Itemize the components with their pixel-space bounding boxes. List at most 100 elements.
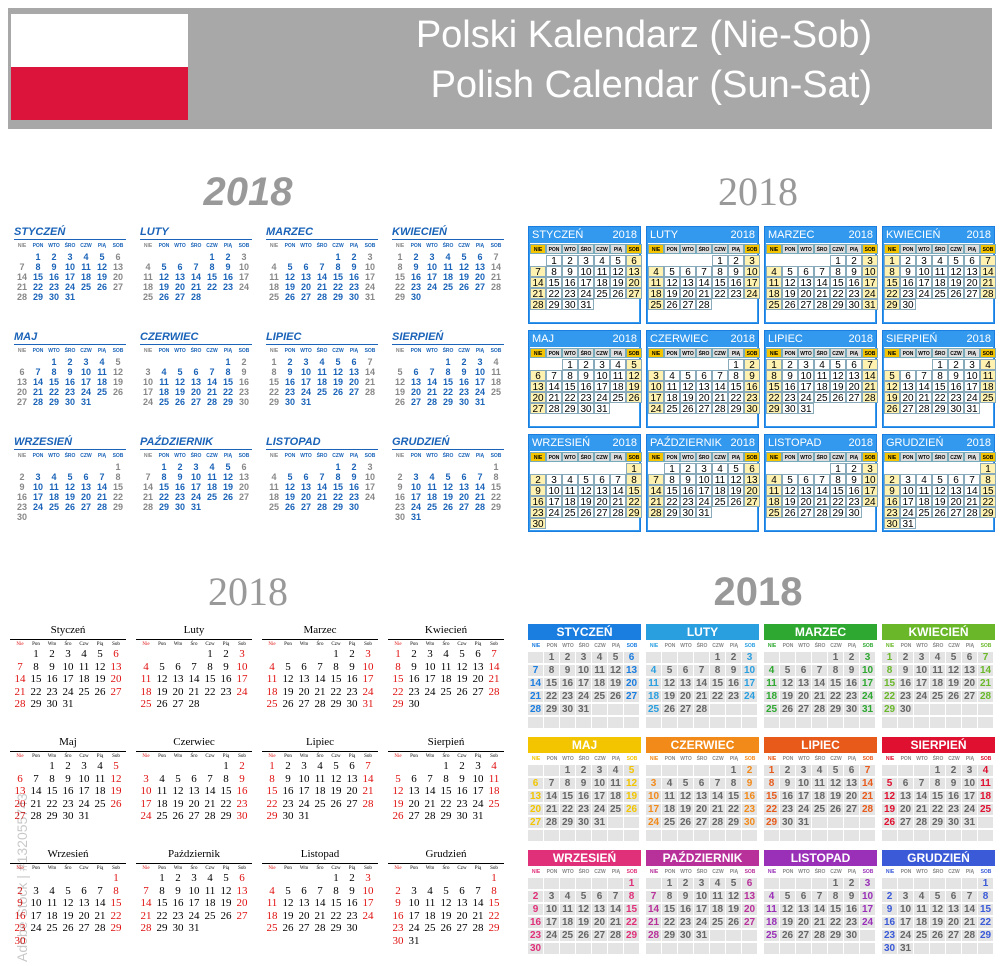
day-cell: 13 xyxy=(172,673,184,685)
day-cell: 12 xyxy=(728,474,744,486)
weekday-label: Nie xyxy=(394,866,402,871)
month-6: CZERWIEC NIE PON WTO ŚRO CZW PIĄ SOB 1 2 3 4 5 6 7 8 9 10… xyxy=(136,327,256,427)
day-cell: 10 xyxy=(648,381,664,393)
grid-cell xyxy=(946,717,961,728)
weekday-label: CZW xyxy=(712,452,728,462)
day-cell: 21 xyxy=(979,678,992,689)
day-cell: 28 xyxy=(813,704,826,715)
day-cell: 30 xyxy=(846,507,862,519)
grid-cell xyxy=(560,665,575,676)
day-cell: 14 xyxy=(609,904,622,915)
divider xyxy=(388,863,504,864)
grid-cell xyxy=(544,943,559,954)
grid-cell xyxy=(662,652,677,663)
day-cell: 1 xyxy=(766,359,782,371)
weekday-label: PON xyxy=(782,869,794,875)
day-cell: 26 xyxy=(94,685,106,698)
month-name: LISTOPAD xyxy=(768,437,822,449)
day-cell: 6 xyxy=(698,778,705,789)
day-cell: 23 xyxy=(348,492,359,502)
day-cell: 22 xyxy=(488,909,500,922)
day-cell: 15 xyxy=(112,482,123,492)
day-cell: 23 xyxy=(64,387,75,397)
divider xyxy=(140,239,252,240)
weekday-label: PIĄ xyxy=(728,452,744,462)
grid-cell xyxy=(962,717,977,728)
grid-cell xyxy=(678,791,693,802)
day-cell: 5 xyxy=(680,370,696,382)
grid-cell xyxy=(930,704,945,715)
grid-cell xyxy=(742,791,757,802)
month-8: SIERPIEŃ NIE PON WTO ŚRO CZW PIĄ SOB 1 2 3 4 5 6 7 8 9 10… xyxy=(882,737,995,845)
day-cell: 22 xyxy=(727,804,740,815)
weekday-label: SOB xyxy=(862,869,874,875)
day-cell: 11 xyxy=(610,370,626,382)
day-cell: 22 xyxy=(48,387,59,397)
weekday-label: WTO xyxy=(916,452,932,462)
day-cell: 21 xyxy=(711,804,724,815)
weekday-label: PON xyxy=(546,452,562,462)
divider xyxy=(266,449,378,450)
month-name: LIPIEC xyxy=(768,333,803,345)
day-cell: 20 xyxy=(798,496,814,508)
weekday-label: SOB xyxy=(744,348,760,358)
day-cell: 15 xyxy=(490,482,501,492)
day-cell: 29 xyxy=(158,502,169,512)
grid-cell xyxy=(710,891,725,902)
grid-cell xyxy=(946,791,961,802)
weekday-label: PIĄ xyxy=(610,348,626,358)
day-cell: 2 xyxy=(728,255,744,267)
grid-cell xyxy=(882,930,897,941)
day-cell: 27 xyxy=(594,507,610,519)
month-8: SIERPIEŃ 2018 NIE PON WTO ŚRO CZW PIĄ SOB 1 2 3 4 5 6 7… xyxy=(882,330,996,428)
grid-cell xyxy=(930,717,945,728)
day-cell: 24 xyxy=(916,288,932,300)
grid-cell xyxy=(544,830,559,841)
day-cell: 30 xyxy=(782,403,798,415)
month-5: Maj Nie Pon Wto Śro Czw Pią Sob 1 2 3 4 5 6 7 8 9 10 11 12 1… xyxy=(8,734,128,834)
day-cell: 22 xyxy=(830,288,846,300)
day-cell: 18 xyxy=(96,377,107,387)
day-cell: 1 xyxy=(397,252,403,262)
day-cell: 26 xyxy=(663,704,676,715)
day-cell: 17 xyxy=(900,496,916,508)
day-cell: 25 xyxy=(609,804,622,815)
day-grid xyxy=(766,451,875,530)
day-cell: 21 xyxy=(190,282,201,292)
weekday-label: CZW xyxy=(830,643,842,649)
day-cell: 16 xyxy=(456,785,468,797)
day-cell: 16 xyxy=(845,678,858,689)
day-cell: 8 xyxy=(832,665,839,676)
weekday-label: PON xyxy=(546,869,558,875)
day-cell: 24 xyxy=(236,685,248,698)
divider xyxy=(262,639,378,640)
day-cell: 23 xyxy=(236,797,248,810)
weekday-label: ŚRO xyxy=(578,756,590,762)
day-cell: 5 xyxy=(610,255,626,267)
day-cell: 25 xyxy=(766,299,782,311)
grid-cell xyxy=(624,804,639,815)
day-cell: 26 xyxy=(456,685,468,698)
grid-cell xyxy=(662,878,677,889)
day-cell: 27 xyxy=(680,299,696,311)
day-cell: 19 xyxy=(578,496,594,508)
day-cell: 10 xyxy=(545,904,558,915)
grid-cell xyxy=(898,943,913,954)
weekday-label: NIE xyxy=(885,869,895,875)
day-cell: 13 xyxy=(594,485,610,497)
grid-cell xyxy=(576,717,591,728)
day-cell: 6 xyxy=(477,252,483,262)
day-cell: 28 xyxy=(426,397,437,407)
day-cell: 11 xyxy=(143,272,153,282)
day-cell: 31 xyxy=(78,810,90,822)
grid-cell xyxy=(978,717,993,728)
grid-cell xyxy=(646,678,661,689)
grid-cell xyxy=(812,904,827,915)
grid-cell xyxy=(978,830,993,841)
weekday-label: ŚRO xyxy=(696,452,712,462)
grid-cell xyxy=(528,917,543,928)
day-cell: 11 xyxy=(207,472,217,482)
day-cell: 29 xyxy=(330,698,342,710)
grid-cell xyxy=(898,791,913,802)
grid-cell xyxy=(608,778,623,789)
